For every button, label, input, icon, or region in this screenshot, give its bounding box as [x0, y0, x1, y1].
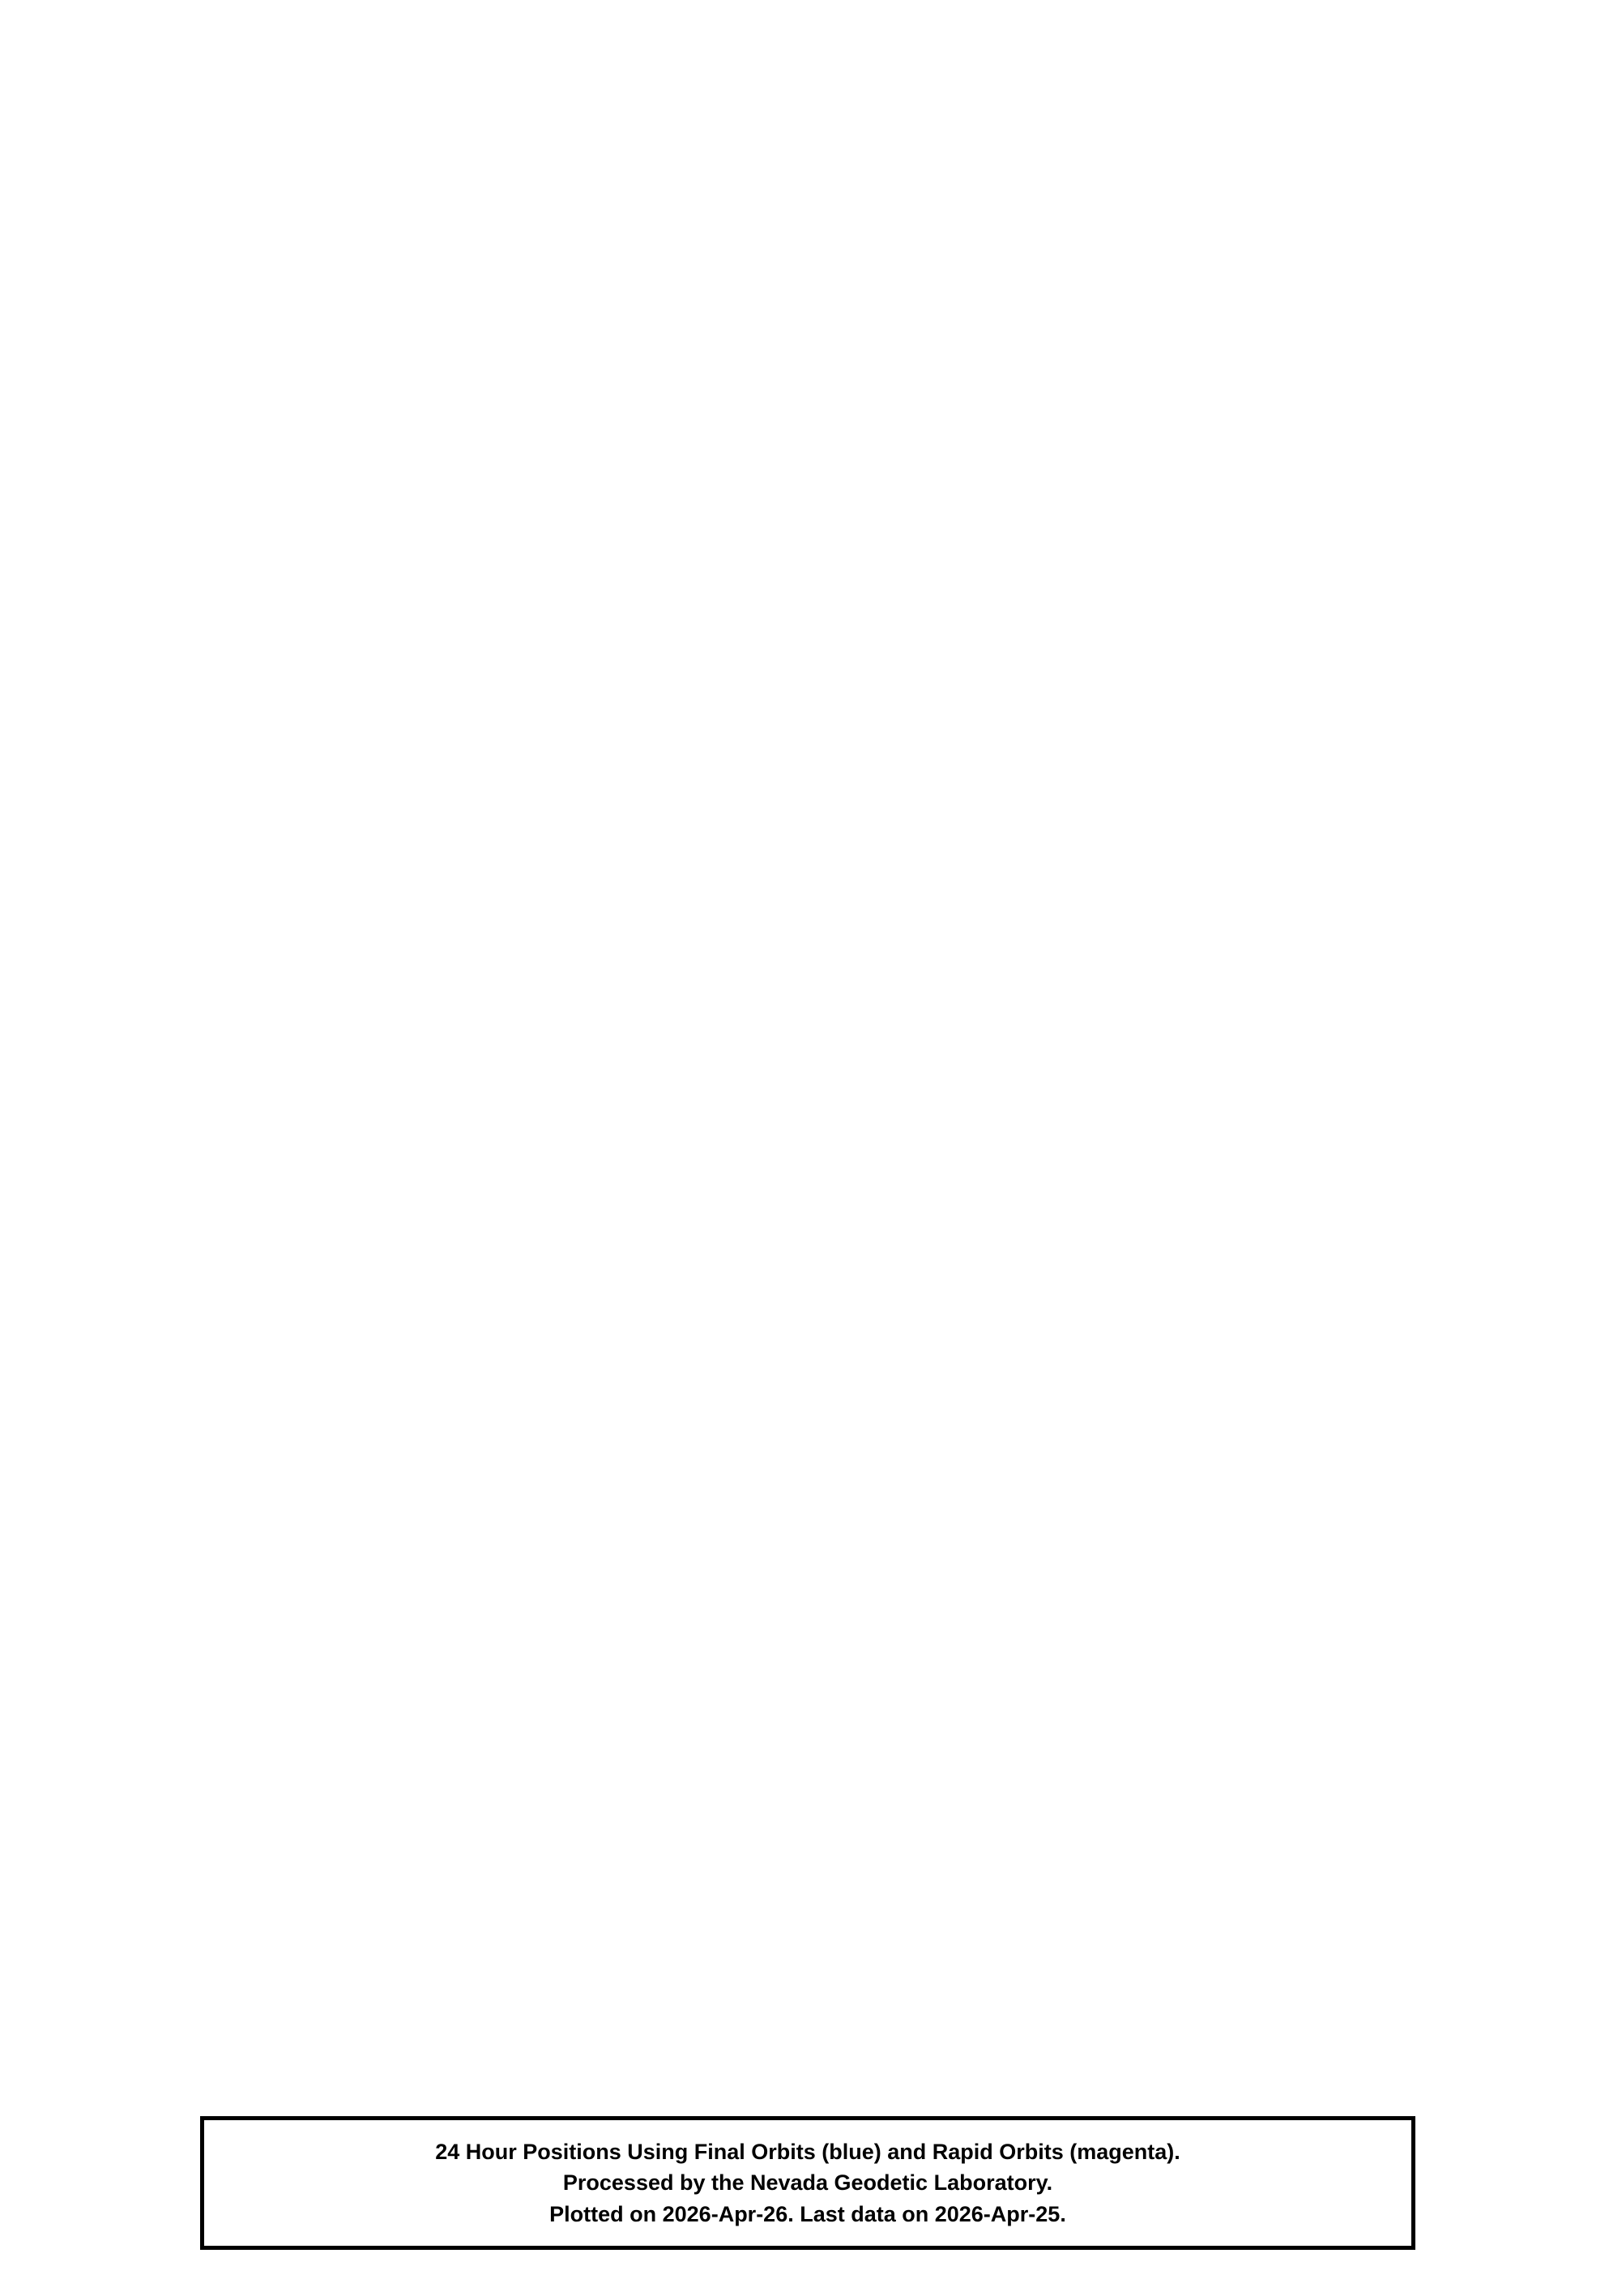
caption-line-3: Plotted on 2026-Apr-26. Last data on 202…: [549, 2201, 1066, 2226]
caption-line-1: 24 Hour Positions Using Final Orbits (bl…: [435, 2140, 1180, 2164]
caption-line-2: Processed by the Nevada Geodetic Laborat…: [562, 2170, 1053, 2196]
caption-box: 24 Hour Positions Using Final Orbits (bl…: [200, 2116, 1415, 2250]
